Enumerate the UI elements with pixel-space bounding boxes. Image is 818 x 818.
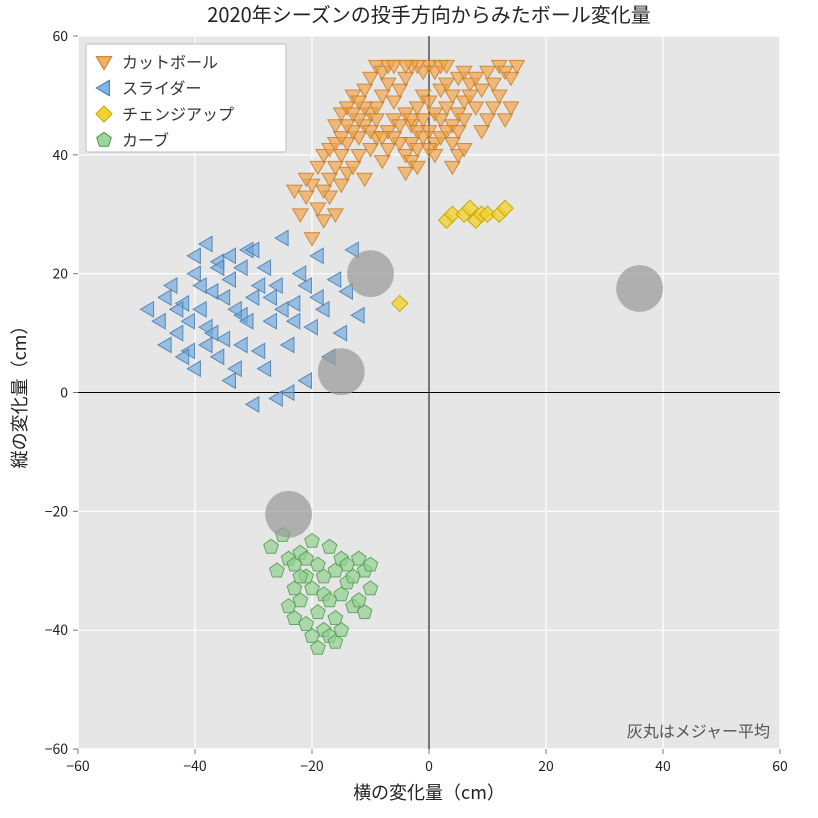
- league-average-marker: [318, 348, 365, 395]
- x-tick-label: 60: [772, 756, 788, 776]
- y-tick-label: −60: [45, 739, 69, 759]
- x-tick-label: 0: [425, 756, 433, 776]
- y-tick-label: −20: [45, 501, 69, 521]
- y-tick-label: 40: [52, 145, 68, 165]
- legend-label-slider: スライダー: [122, 75, 201, 99]
- y-tick-label: 20: [52, 264, 68, 284]
- y-tick-label: 0: [60, 383, 68, 403]
- x-tick-label: −20: [300, 756, 324, 776]
- league-average-marker: [616, 265, 663, 312]
- legend-label-curve: カーブ: [122, 127, 169, 151]
- y-tick-label: −40: [45, 620, 69, 640]
- x-tick-label: 20: [538, 756, 554, 776]
- footnote: 灰丸はメジャー平均: [627, 718, 770, 742]
- legend-label-cut: カットボール: [122, 49, 218, 73]
- chart-title: 2020年シーズンの投手方向からみたボール変化量: [207, 0, 650, 28]
- x-tick-label: 40: [655, 756, 671, 776]
- league-average-marker: [265, 491, 312, 538]
- x-axis-label: 横の変化量（cm）: [353, 779, 505, 805]
- legend: カットボールスライダーチェンジアップカーブ: [86, 44, 286, 152]
- legend-label-change: チェンジアップ: [122, 101, 234, 125]
- y-axis-label: 縦の変化量（cm）: [6, 317, 32, 469]
- x-tick-label: −60: [66, 756, 90, 776]
- y-tick-label: 60: [52, 26, 68, 46]
- x-tick-label: −40: [183, 756, 207, 776]
- pitch-movement-chart: −60 −40 −20 0 20 40 60 −60 −40 −20 0 20 40 60 2020年シーズ…: [0, 0, 818, 818]
- league-average-marker: [347, 250, 394, 297]
